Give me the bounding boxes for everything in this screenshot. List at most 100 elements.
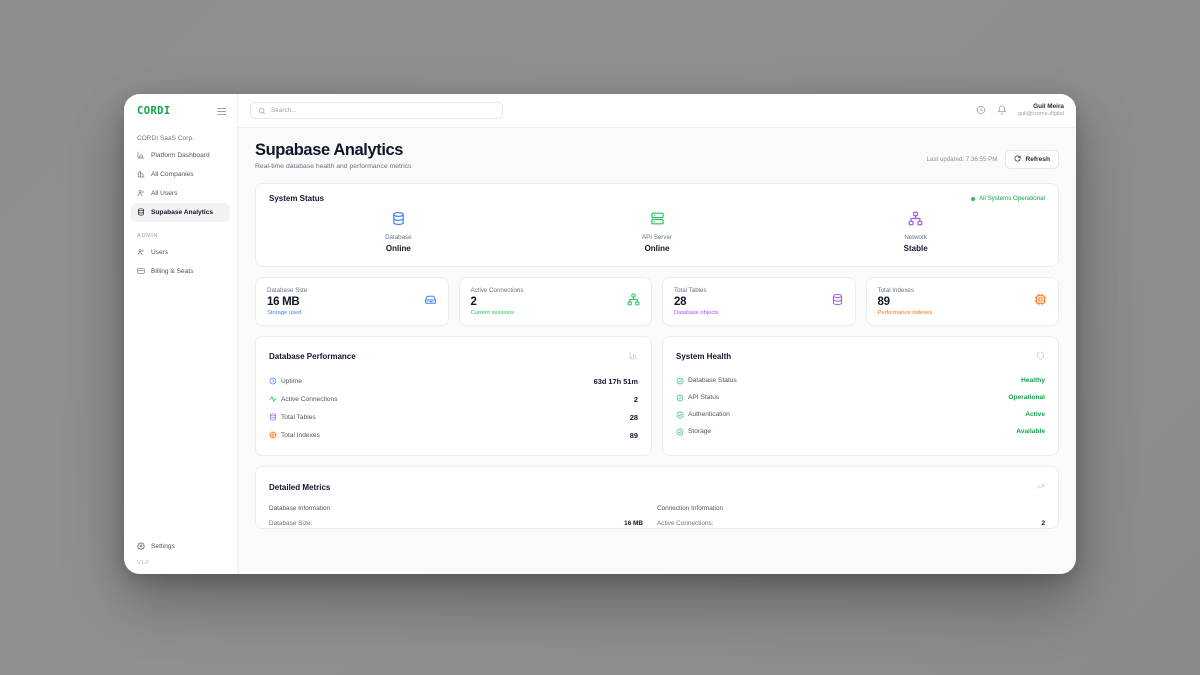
bell-icon[interactable] xyxy=(997,105,1007,116)
metric-row: Uptime 63d 17h 51m xyxy=(269,372,638,390)
users-icon xyxy=(137,189,145,199)
refresh-icon xyxy=(1014,155,1021,164)
panels-row: Database Performance Uptime 63d 17h 51m xyxy=(255,336,1059,456)
metric-row: Active Connections 2 xyxy=(269,390,638,408)
stat-card-text: Total Indexes 89 Performance indexes xyxy=(878,287,1035,316)
panel-title: Database Performance xyxy=(269,351,356,361)
network-icon xyxy=(908,211,923,231)
sidebar-item-label: All Users xyxy=(151,190,178,197)
user-email: guil@creme.digital xyxy=(1017,111,1064,117)
metric-row: Storage Available xyxy=(676,423,1045,440)
metric-label: Total Indexes xyxy=(281,431,320,439)
search-input[interactable]: Search... xyxy=(250,102,503,119)
detail-label: Active Connections: xyxy=(657,520,714,527)
stat-value: 89 xyxy=(877,296,891,308)
sidebar-footer: Settings V1.0 xyxy=(124,537,237,574)
sidebar-toggle-icon[interactable] xyxy=(217,107,226,115)
users-icon xyxy=(137,248,145,258)
panel-header: Detailed Metrics xyxy=(269,478,1045,496)
sidebar-item-label: Platform Dashboard xyxy=(151,152,210,159)
metric-row: Total Indexes 89 xyxy=(269,426,638,444)
metric-row: API Status Operational xyxy=(676,389,1045,406)
stat-card-total-tables: Total Tables 28 Database objects xyxy=(662,277,856,326)
bar-chart-icon xyxy=(629,347,638,365)
topbar-actions: Guil Meira guil@creme.digital xyxy=(976,103,1064,118)
stat-card-text: Database Size 16 MB Storage used xyxy=(267,287,424,316)
status-item-value: Stable xyxy=(903,244,928,253)
detail-row: Active Connections: 2 xyxy=(657,519,1045,528)
metric-value: Active xyxy=(1025,411,1045,418)
stat-note: Current sessions xyxy=(470,310,515,316)
page-content: Supabase Analytics Real-time database he… xyxy=(238,128,1076,574)
sidebar-item-platform-dashboard[interactable]: Platform Dashboard xyxy=(131,146,230,165)
metric-row: Total Tables 28 xyxy=(269,408,638,426)
status-dot-icon xyxy=(970,196,975,201)
sidebar-item-label: Supabase Analytics xyxy=(151,209,214,216)
database-icon xyxy=(137,208,145,218)
sidebar-item-supabase-analytics[interactable]: Supabase Analytics xyxy=(131,203,230,222)
app-version: V1.0 xyxy=(137,560,149,566)
detail-row: Database Size: 16 MB xyxy=(269,519,657,528)
metric-value: Available xyxy=(1016,428,1045,435)
stat-label: Database Size xyxy=(267,287,308,294)
clock-icon xyxy=(269,377,281,385)
panel-title: System Health xyxy=(676,351,732,361)
system-status-header: System Status All Systems Operational xyxy=(269,194,1045,203)
stat-note: Performance indexes xyxy=(877,310,933,316)
status-item-database: Database Online xyxy=(269,211,528,253)
sidebar-item-users[interactable]: Users xyxy=(131,243,230,262)
metric-label: Total Tables xyxy=(281,413,316,421)
detail-column-title: Connection Information xyxy=(657,505,724,512)
refresh-label: Refresh xyxy=(1025,156,1050,163)
sidebar: CORDI CORDI SaaS Corp. Platform Dashboar… xyxy=(124,94,238,574)
metric-value: 28 xyxy=(629,412,638,422)
metric-value: 89 xyxy=(629,430,638,440)
app-logo: CORDI xyxy=(137,105,171,117)
stat-label: Total Tables xyxy=(674,287,707,294)
sidebar-item-billing-seats[interactable]: Billing & Seats xyxy=(131,262,230,281)
page-title: Supabase Analytics xyxy=(255,141,404,159)
check-circle-icon xyxy=(676,428,688,436)
stat-value: 2 xyxy=(470,296,477,308)
sidebar-item-all-users[interactable]: All Users xyxy=(131,184,230,203)
cpu-icon xyxy=(1034,293,1047,311)
sidebar-item-settings[interactable]: Settings xyxy=(131,537,230,556)
stat-card-total-indexes: Total Indexes 89 Performance indexes xyxy=(865,277,1059,326)
page-header-actions: Last updated: 7:36:55 PM Refresh xyxy=(927,141,1059,169)
panel-header: Database Performance xyxy=(269,347,638,365)
sidebar-spacer xyxy=(124,281,237,537)
stat-card-text: Active Connections 2 Current sessions xyxy=(471,287,628,316)
panel-header: System Health xyxy=(676,347,1045,365)
stat-label: Active Connections xyxy=(470,287,524,294)
metric-value: 2 xyxy=(633,394,638,404)
network-icon xyxy=(627,293,640,311)
check-circle-icon xyxy=(676,394,688,402)
sidebar-item-label: All Companies xyxy=(151,171,194,178)
server-icon xyxy=(650,211,665,231)
history-icon[interactable] xyxy=(976,105,986,115)
sidebar-item-all-companies[interactable]: All Companies xyxy=(131,165,230,184)
stat-card-database-size: Database Size 16 MB Storage used xyxy=(255,277,449,326)
building-icon xyxy=(137,170,145,180)
database-icon xyxy=(831,293,844,311)
status-item-network: Network Stable xyxy=(786,211,1045,253)
status-item-api-server: API Server Online xyxy=(528,211,787,253)
bar-chart-icon xyxy=(137,151,145,161)
system-status-title: System Status xyxy=(269,194,325,203)
stat-note: Storage used xyxy=(267,310,302,316)
detailed-metrics-card: Detailed Metrics Database Information Da… xyxy=(255,466,1059,529)
detailed-metrics-columns: Database Information Database Size: 16 M… xyxy=(269,505,1045,528)
database-icon xyxy=(269,413,281,421)
status-item-label: Database xyxy=(385,234,412,241)
stat-value: 28 xyxy=(674,296,687,308)
trending-up-icon xyxy=(1036,478,1045,496)
refresh-button[interactable]: Refresh xyxy=(1005,150,1059,169)
shield-icon xyxy=(1036,347,1045,365)
metric-label: Database Status xyxy=(688,377,737,384)
status-item-value: Online xyxy=(385,244,411,253)
detail-column-connection-information: Connection Information Active Connection… xyxy=(657,505,1045,528)
search-icon xyxy=(258,102,266,120)
check-circle-icon xyxy=(676,377,688,385)
user-menu[interactable]: Guil Meira guil@creme.digital xyxy=(1018,103,1064,118)
panel-title: Detailed Metrics xyxy=(269,482,331,492)
